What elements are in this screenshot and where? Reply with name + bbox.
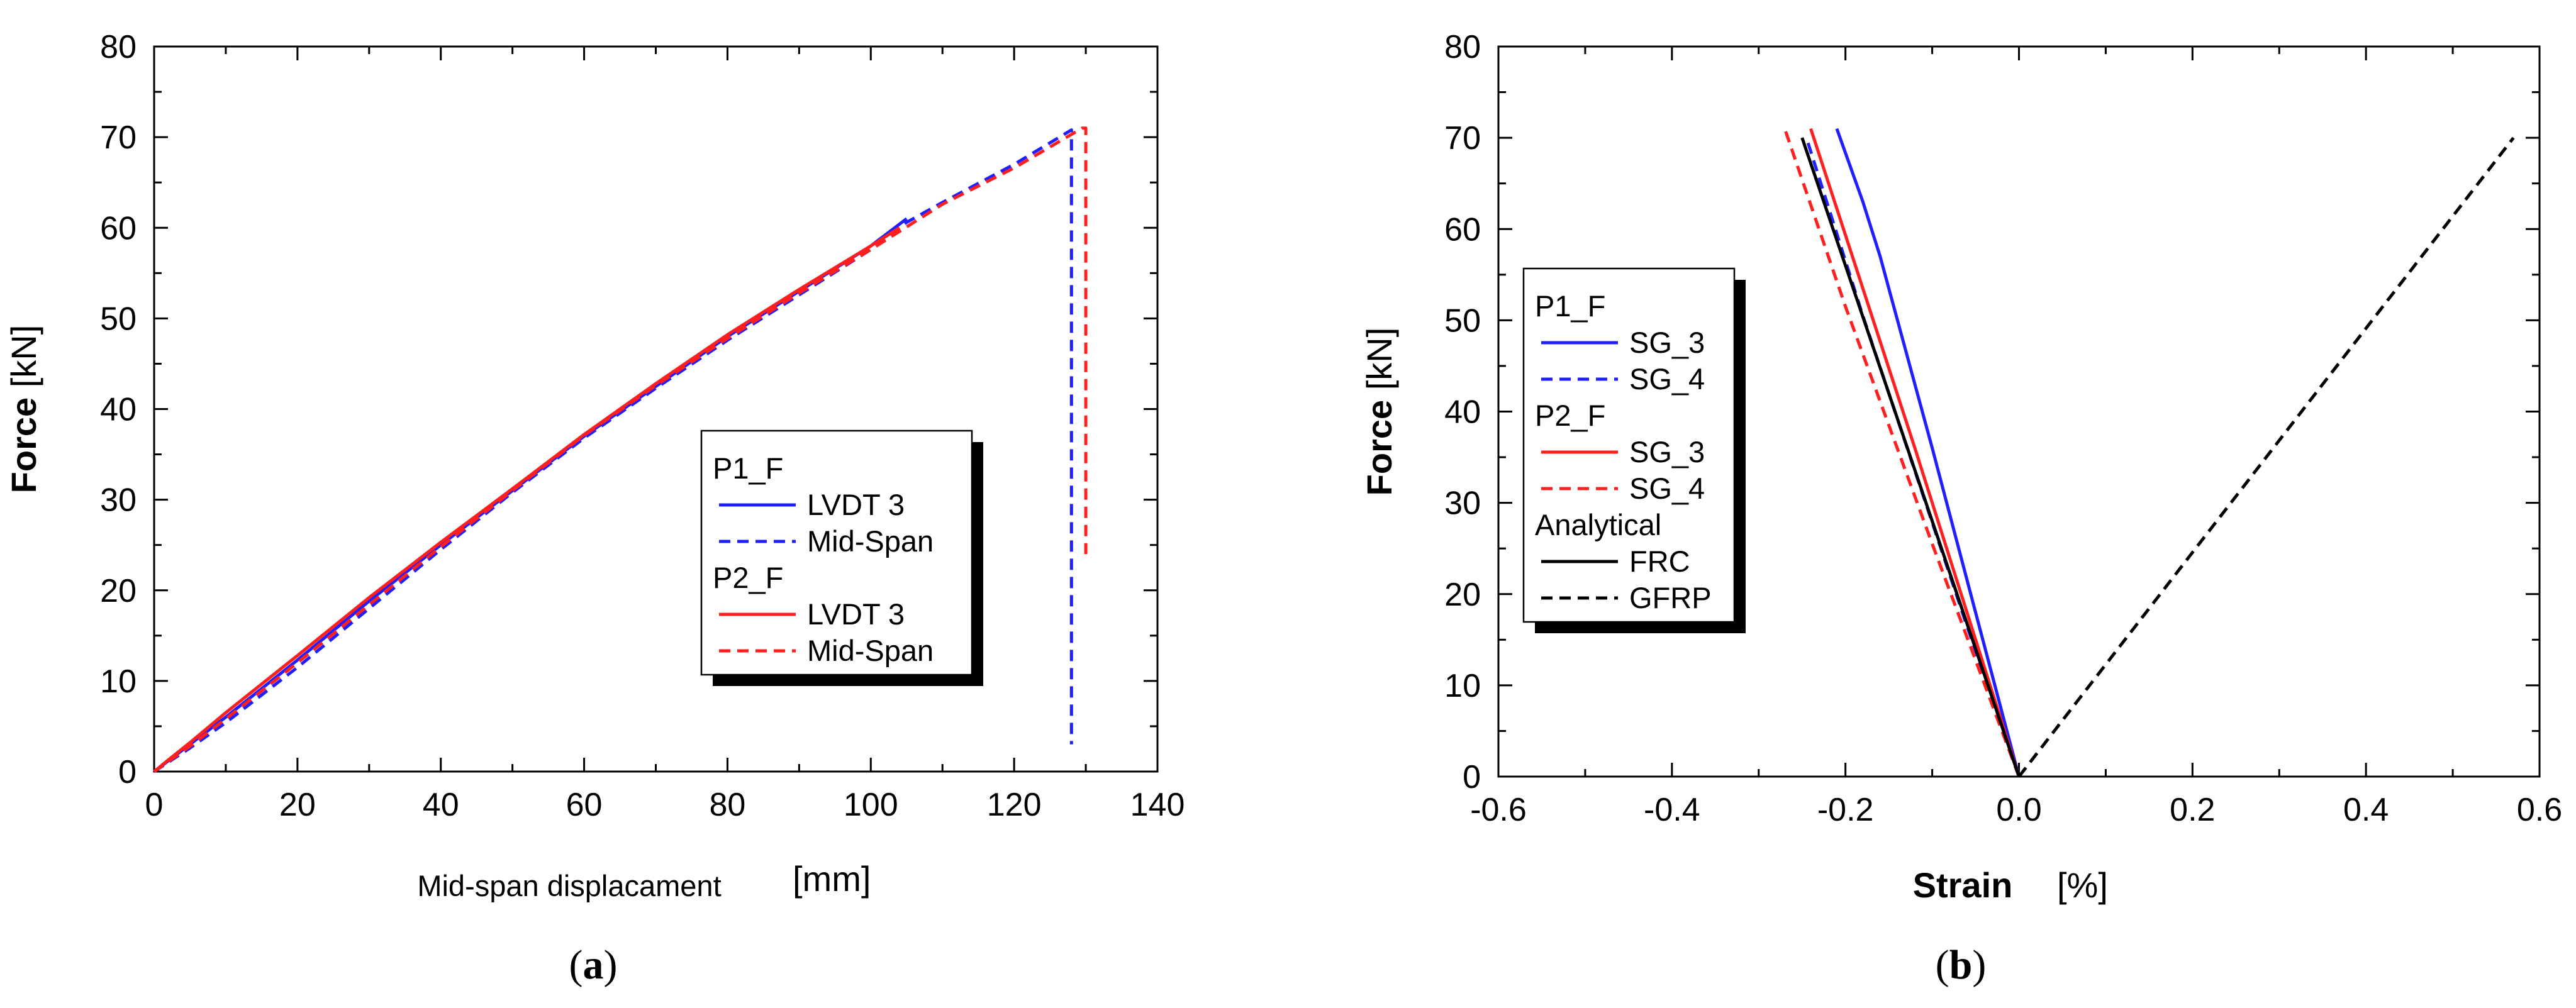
- y-tick-label: 10: [100, 663, 137, 700]
- x-tick-label: 120: [987, 787, 1042, 823]
- y-tick-label: 0: [118, 754, 137, 790]
- legend-group-title: P1_F: [713, 451, 783, 485]
- x-tick-label: 0.0: [1996, 792, 2041, 828]
- y-tick-label: 70: [100, 119, 137, 156]
- y-tick-label: 80: [1444, 29, 1481, 65]
- y-tick-label: 80: [100, 29, 137, 65]
- legend-entry-label: FRC: [1629, 545, 1690, 578]
- x-tick-label: 0.4: [2343, 792, 2389, 828]
- legend-entry-label: GFRP: [1629, 581, 1712, 614]
- y-tick-label: 20: [100, 573, 137, 609]
- y-tick-label: 30: [1444, 485, 1481, 522]
- x-axis-label-unit: [mm]: [793, 859, 871, 899]
- series-p1-f-sg-4: [1805, 137, 2021, 777]
- legend-entry-label: Mid-Span: [807, 634, 934, 667]
- x-tick-label: 80: [710, 787, 746, 823]
- y-tick-label: 60: [100, 210, 137, 246]
- y-axis-label-main: Force: [1359, 400, 1399, 496]
- x-tick-label: 140: [1130, 787, 1185, 823]
- y-axis-label: Force [kN]: [4, 325, 43, 494]
- series-p2-f-sg-3: [1809, 128, 2021, 777]
- y-axis-label-main: Force: [4, 397, 43, 494]
- x-tick-label: 20: [279, 787, 316, 823]
- legend-entry-label: SG_4: [1629, 362, 1705, 396]
- x-axis-label-main: Strain: [1913, 865, 2013, 905]
- x-axis-label-unit: [%]: [2057, 865, 2108, 905]
- series-analytical-frc: [1800, 137, 2021, 777]
- legend-group-title: P1_F: [1535, 289, 1605, 323]
- x-tick-label: 60: [566, 787, 603, 823]
- x-tick-label: 100: [844, 787, 898, 823]
- series-p2-f-mid-span: [153, 126, 1088, 773]
- panel-label-b: (b): [1936, 942, 1987, 988]
- y-axis-label-unit: [kN]: [1359, 328, 1399, 390]
- x-tick-label: 40: [423, 787, 459, 823]
- legend-group-title: P2_F: [1535, 399, 1605, 432]
- y-tick-label: 30: [100, 482, 137, 519]
- y-tick-label: 10: [1444, 668, 1481, 704]
- y-tick-label: 50: [100, 301, 137, 337]
- legend-entry-label: Mid-Span: [807, 524, 934, 558]
- y-tick-label: 20: [1444, 577, 1481, 613]
- series-p2-f-sg-4: [1783, 128, 2021, 777]
- legend-entry-label: LVDT 3: [807, 488, 905, 521]
- legend-entry-label: LVDT 3: [807, 597, 905, 631]
- series-analytical-gfrp: [2017, 136, 2515, 778]
- y-axis-label: Force [kN]: [1359, 328, 1399, 496]
- y-tick-label: 0: [1463, 759, 1481, 795]
- x-tick-label: 0: [145, 787, 164, 823]
- legend-box: [700, 429, 973, 676]
- chart-a: 0 20 40 60 80 100 120 140 0 10 20 30 40 50 60 70 80 Force…: [4, 29, 1185, 902]
- x-tick-label: 0.6: [2517, 792, 2562, 828]
- legend-group-title: Analytical: [1535, 508, 1661, 541]
- legend-entry-label: SG_4: [1629, 472, 1705, 505]
- x-tick-label: 0.2: [2170, 792, 2215, 828]
- y-tick-label: 40: [1444, 394, 1481, 431]
- legend-entry-label: SG_3: [1629, 435, 1705, 468]
- x-tick-label: -0.2: [1817, 792, 1874, 828]
- series-p1-f-mid-span: [153, 128, 1073, 773]
- panel-label-a: (a): [569, 942, 618, 988]
- series-p2-f-lvdt-3: [153, 226, 901, 773]
- chart-b: -0.6 -0.4 -0.2 0.0 0.2 0.4 0.6 0 10 20 30 40 50 60 70 8…: [1359, 29, 2562, 905]
- y-tick-label: 40: [100, 392, 137, 428]
- y-axis-label-unit: [kN]: [4, 325, 43, 388]
- y-axis-label-space: [1359, 390, 1399, 400]
- x-axis-label-main: Mid-span displacament: [417, 869, 721, 902]
- series-p1-f-sg-3: [1835, 128, 2021, 777]
- legend-entry-label: SG_3: [1629, 326, 1705, 359]
- y-tick-label: 70: [1444, 120, 1481, 157]
- legend-group-title: P2_F: [713, 561, 783, 594]
- y-axis-label-space: [4, 387, 43, 397]
- y-tick-label: 60: [1444, 211, 1481, 248]
- x-tick-label: -0.4: [1644, 792, 1700, 828]
- x-tick-label: -0.6: [1470, 792, 1527, 828]
- y-tick-label: 50: [1444, 302, 1481, 339]
